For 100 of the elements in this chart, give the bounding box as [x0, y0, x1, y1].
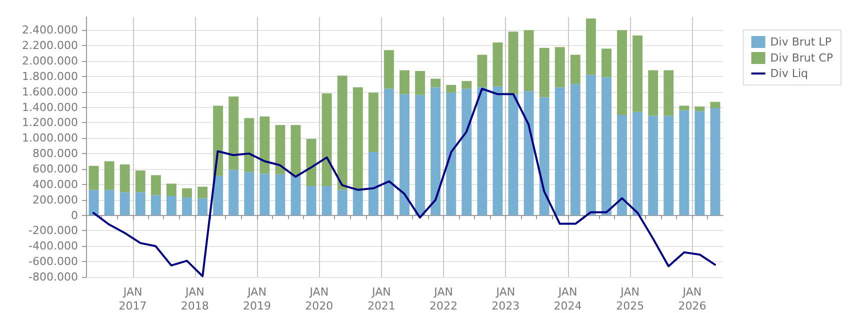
bar [244, 118, 254, 172]
bar [104, 161, 114, 190]
x-tick-label: JAN 2024 [554, 286, 582, 312]
x-tick-label: JAN 2020 [305, 286, 334, 312]
bar [290, 125, 301, 176]
bar [570, 54, 580, 84]
y-tick-label: 1.200.000 [22, 116, 78, 130]
bar [166, 196, 176, 216]
bar [228, 96, 239, 170]
bar [524, 30, 534, 92]
y-tick-label: -600.000 [28, 255, 78, 268]
x-tick-label: JAN 2025 [616, 286, 644, 312]
bar [664, 70, 674, 116]
bar [150, 175, 161, 196]
bar [524, 91, 534, 216]
bar [508, 32, 518, 94]
x-tick-label: JAN 2026 [678, 286, 706, 312]
bar [275, 125, 286, 174]
bar [539, 97, 550, 216]
bar [290, 176, 301, 216]
bar [446, 84, 456, 93]
legend-label: Div Brut LP [770, 36, 832, 48]
y-tick-label: 1.800.000 [22, 70, 78, 83]
y-tick-label: -400.000 [28, 240, 78, 253]
x-tick-label: JAN 2017 [118, 286, 147, 312]
bar [352, 87, 363, 190]
bar [135, 192, 146, 216]
bar [648, 70, 658, 116]
bar [322, 93, 332, 186]
bar [198, 198, 208, 216]
bar [88, 190, 99, 216]
bar [648, 116, 658, 216]
bar [166, 184, 176, 196]
bar [368, 92, 378, 152]
bar [492, 42, 503, 86]
bar [477, 54, 488, 88]
y-tick-label: -200.000 [28, 224, 78, 238]
legend-label: Div Liq [770, 67, 808, 80]
y-tick-label: 0 [71, 208, 78, 222]
bar [570, 84, 580, 216]
bar [104, 190, 114, 216]
bar [182, 198, 192, 216]
bar [322, 186, 332, 216]
bar [508, 94, 518, 216]
bar [679, 106, 690, 110]
y-tick-label: 800.000 [32, 147, 78, 160]
bar [213, 106, 224, 176]
bar [368, 152, 378, 216]
x-tick-label: JAN 2023 [492, 286, 520, 312]
bar [135, 170, 146, 192]
bar [384, 50, 394, 89]
x-tick-label: JAN 2021 [367, 286, 396, 312]
bar [400, 70, 410, 94]
bar [710, 108, 720, 216]
bar [586, 74, 596, 216]
y-tick-label: 600.000 [32, 162, 78, 176]
bar [694, 111, 705, 216]
bar [352, 190, 363, 216]
line-series [92, 88, 716, 278]
bar [462, 81, 472, 89]
bar [539, 48, 550, 98]
bar [260, 116, 270, 174]
bar [198, 186, 208, 198]
bar [679, 110, 690, 216]
bar [430, 78, 441, 88]
bar [446, 92, 456, 216]
bar [602, 77, 612, 216]
bar [710, 102, 720, 108]
y-tick-label: 400.000 [32, 178, 78, 191]
y-tick-label: 1.600.000 [22, 85, 78, 98]
x-tick-label: JAN 2022 [430, 286, 458, 312]
bar [120, 192, 130, 216]
bar [602, 48, 612, 78]
bar [120, 164, 130, 192]
bar [306, 138, 316, 186]
bar [150, 195, 161, 216]
bar [492, 86, 503, 216]
bar [337, 190, 348, 216]
y-tick-label: 1.000.000 [22, 132, 78, 145]
bar [586, 18, 596, 75]
bar [400, 94, 410, 216]
bar [462, 88, 472, 216]
bar [275, 174, 286, 216]
y-tick-label: 2.200.000 [22, 39, 78, 52]
legend-label: Div Brut CP [770, 52, 834, 64]
y-tick-label: 200.000 [32, 193, 78, 206]
y-tick-label: 2.400.000 [22, 24, 78, 37]
bar [182, 188, 192, 198]
bar [415, 71, 426, 95]
bar [632, 112, 643, 216]
bar [415, 94, 426, 216]
bar [260, 174, 270, 216]
bar [617, 30, 627, 115]
bar [244, 172, 254, 216]
y-tick-label: 1.400.000 [22, 100, 78, 114]
bar [664, 116, 674, 216]
bar [228, 170, 239, 216]
x-tick-label: JAN 2018 [180, 286, 209, 312]
bar [694, 106, 705, 112]
bar [337, 76, 348, 190]
